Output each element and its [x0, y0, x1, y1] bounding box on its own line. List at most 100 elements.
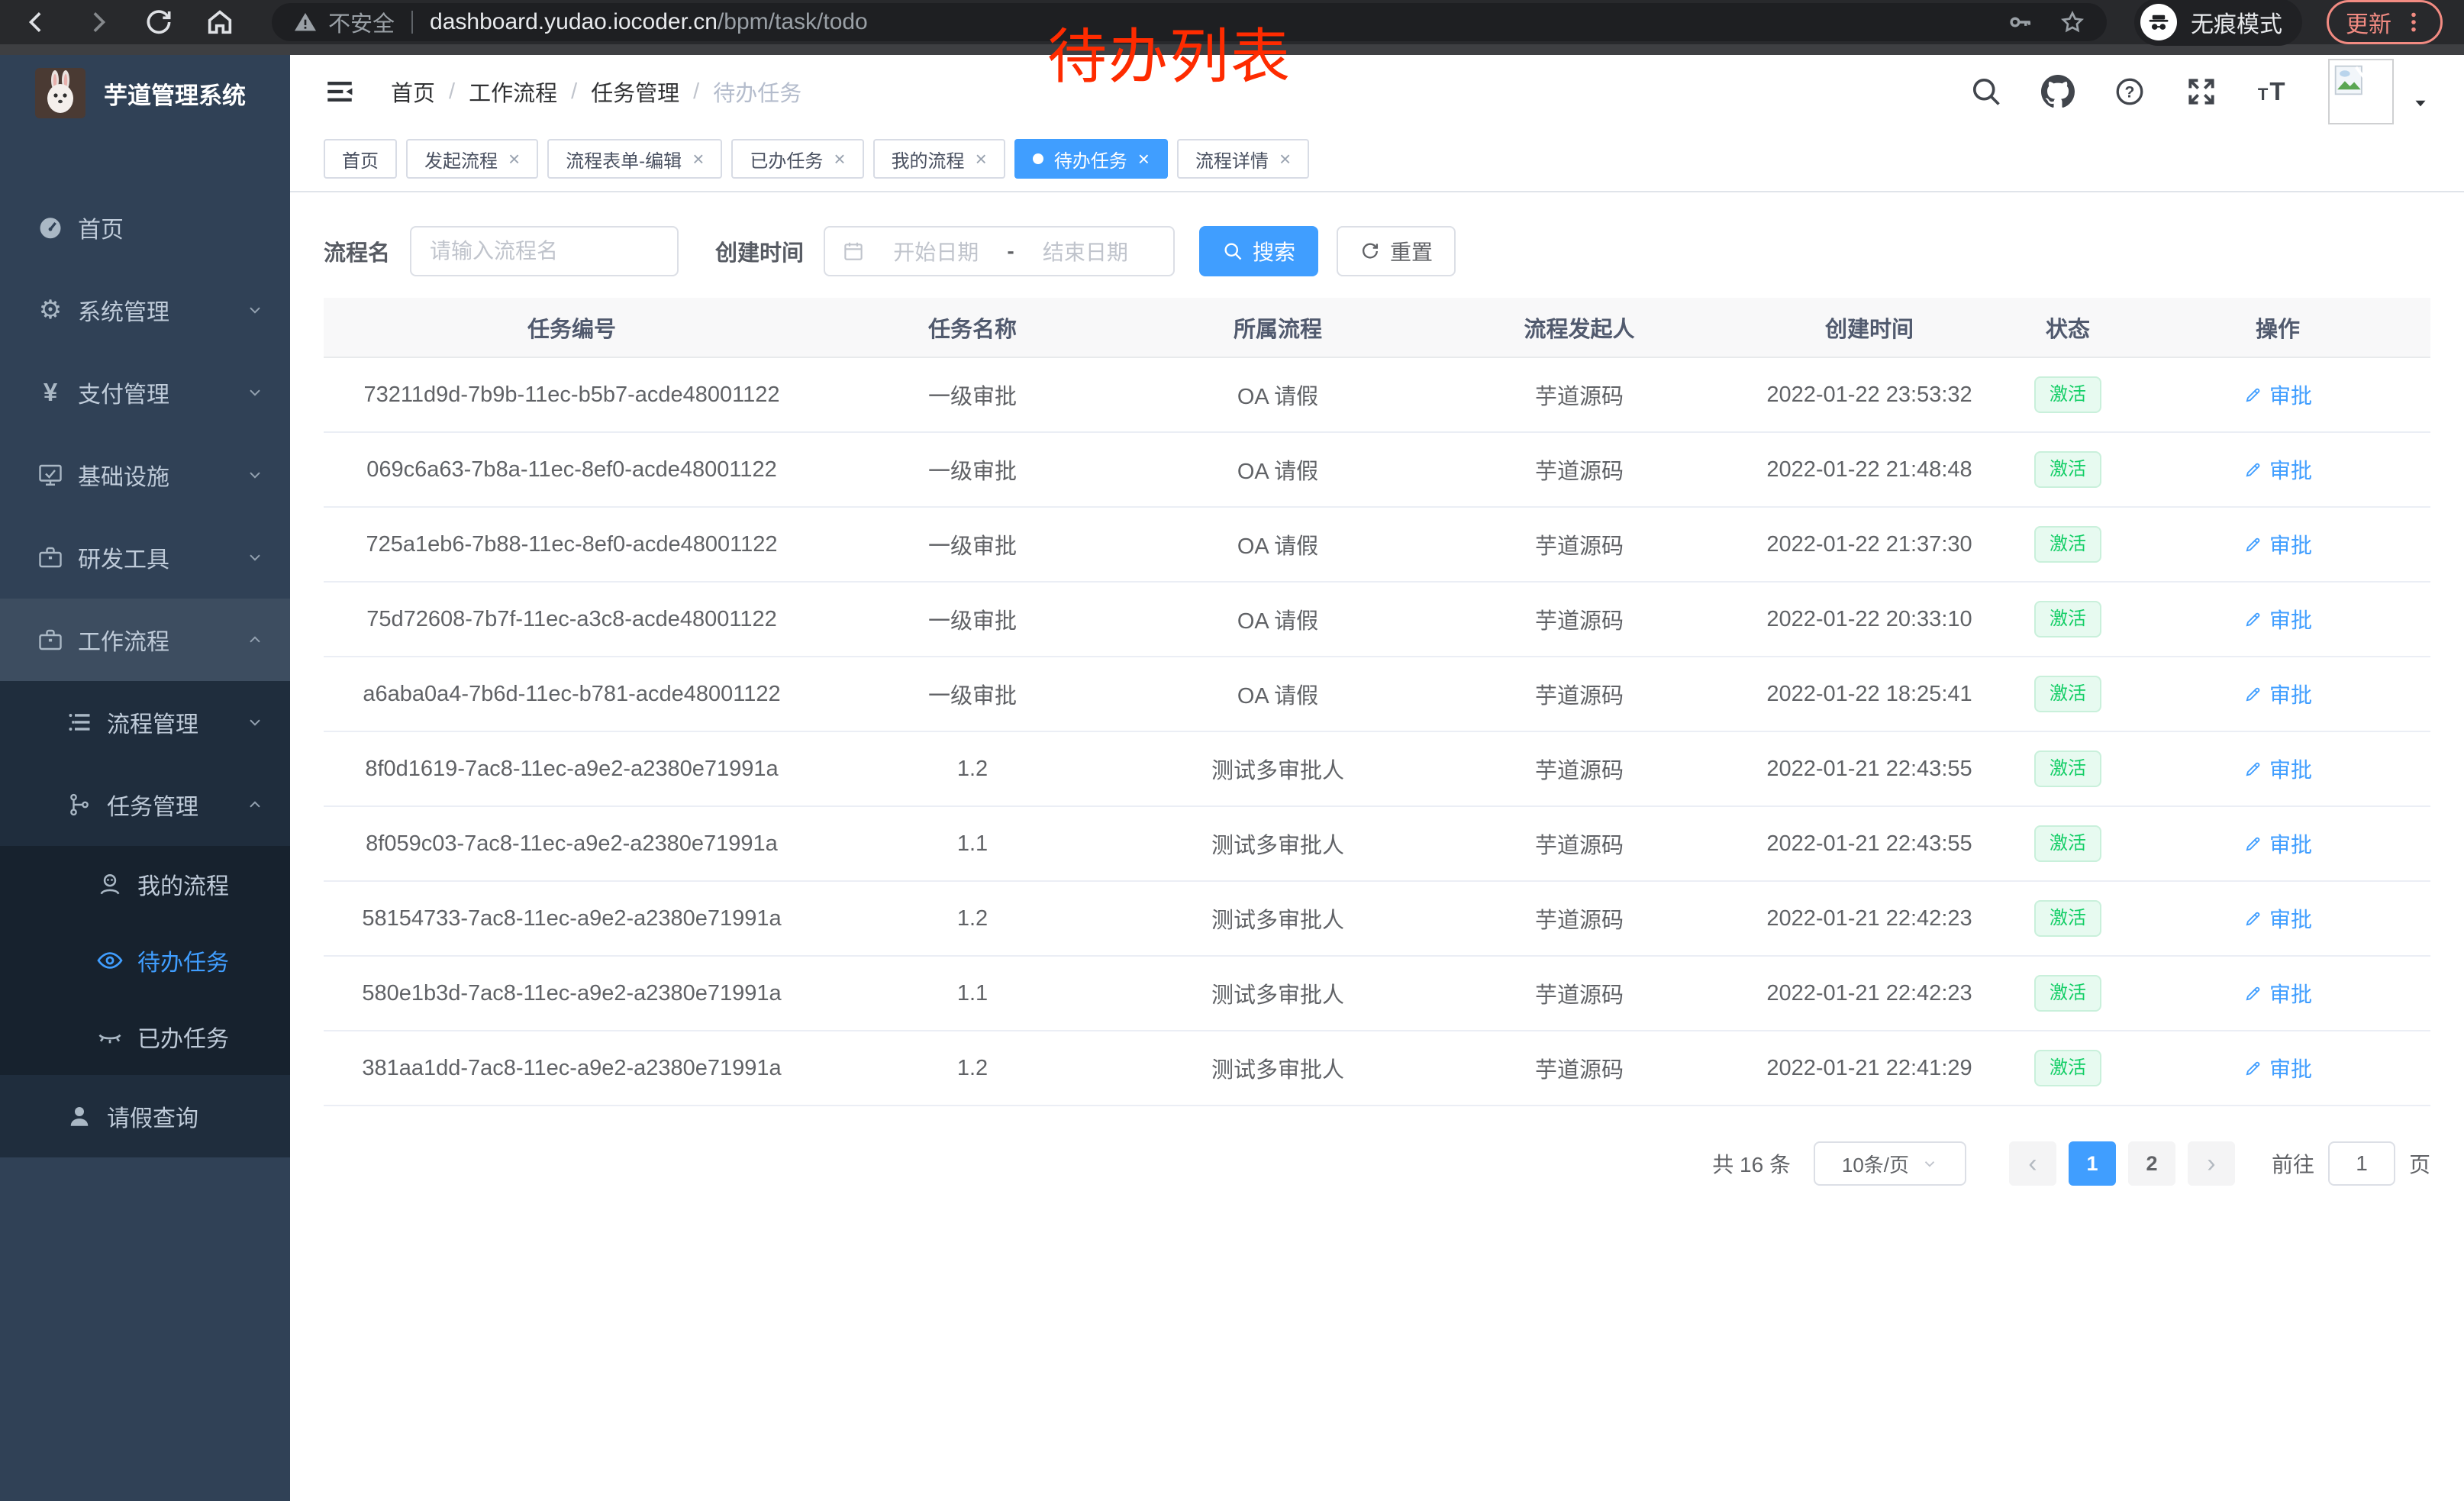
next-page-button[interactable]: ›: [2187, 1141, 2235, 1186]
create-time-label: 创建时间: [715, 241, 805, 266]
goto-page-input[interactable]: [2327, 1141, 2395, 1186]
cell-starter: 芋道源码: [1430, 357, 1728, 433]
close-tab-icon[interactable]: ×: [975, 147, 987, 170]
home-icon[interactable]: [205, 7, 235, 37]
tab-my-process[interactable]: 我的流程 ×: [872, 139, 1005, 179]
status-badge: 激活: [2034, 525, 2101, 563]
approve-link[interactable]: 审批: [2243, 754, 2312, 784]
github-icon[interactable]: [2041, 75, 2075, 108]
cell-starter: 芋道源码: [1430, 657, 1728, 732]
sidebar-item-payment[interactable]: ¥ 支付管理: [0, 351, 290, 434]
caret-down-icon[interactable]: [2411, 93, 2430, 113]
url-divider: [411, 11, 414, 34]
approve-link[interactable]: 审批: [2243, 379, 2312, 410]
sidebar-item-task-mgmt[interactable]: 任务管理: [0, 763, 290, 846]
svg-text:T: T: [2258, 85, 2269, 104]
sidebar-item-process-mgmt[interactable]: 流程管理: [0, 681, 290, 763]
cell-id: 580e1b3d-7ac8-11ec-a9e2-a2380e71991a: [324, 956, 820, 1031]
forward-icon[interactable]: [82, 7, 113, 37]
sidebar-item-dev-tools[interactable]: 研发工具: [0, 516, 290, 599]
tab-home[interactable]: 首页: [324, 139, 397, 179]
cell-process: 测试多审批人: [1125, 806, 1430, 882]
breadcrumb-item[interactable]: 工作流程: [469, 82, 558, 106]
table-row: a6aba0a4-7b6d-11ec-b781-acde48001122 一级审批…: [324, 657, 2430, 732]
approve-link[interactable]: 审批: [2243, 828, 2312, 859]
tab-process-detail[interactable]: 流程详情 ×: [1176, 139, 1310, 179]
chevron-down-icon: [246, 466, 264, 484]
cell-status: 激活: [2011, 657, 2125, 732]
cell-starter: 芋道源码: [1430, 582, 1728, 657]
approve-link[interactable]: 审批: [2243, 1053, 2312, 1083]
app-title: 芋道管理系统: [104, 82, 246, 109]
sidebar-item-leave-query[interactable]: 请假查询: [0, 1075, 290, 1157]
cell-id: 73211d9d-7b9b-11ec-b5b7-acde48001122: [324, 357, 820, 433]
end-date-placeholder[interactable]: 结束日期: [1042, 240, 1128, 264]
tab-form-edit[interactable]: 流程表单-编辑 ×: [547, 139, 723, 179]
breadcrumb-item[interactable]: 首页: [391, 82, 436, 106]
close-tab-icon[interactable]: ×: [1137, 147, 1150, 170]
date-range-picker[interactable]: 开始日期 - 结束日期: [824, 226, 1176, 276]
edit-icon: [2243, 759, 2263, 779]
sidebar-item-workflow[interactable]: 工作流程: [0, 599, 290, 681]
back-icon[interactable]: [21, 7, 52, 37]
close-tab-icon[interactable]: ×: [692, 147, 705, 170]
approve-link[interactable]: 审批: [2243, 454, 2312, 485]
close-tab-icon[interactable]: ×: [508, 147, 521, 170]
edit-icon: [2243, 909, 2263, 928]
cell-process: 测试多审批人: [1125, 731, 1430, 807]
reload-icon[interactable]: [144, 7, 174, 37]
sidebar-item-home[interactable]: 首页: [0, 186, 290, 269]
tab-start-process[interactable]: 发起流程 ×: [406, 139, 539, 179]
bookmark-star-icon[interactable]: [2059, 9, 2085, 35]
fullscreen-icon[interactable]: [2185, 75, 2218, 108]
help-icon[interactable]: ?: [2113, 75, 2146, 108]
reset-button[interactable]: 重置: [1337, 226, 1456, 276]
cell-id: 381aa1dd-7ac8-11ec-a9e2-a2380e71991a: [324, 1031, 820, 1106]
cell-action: 审批: [2125, 956, 2430, 1031]
sidebar-item-infrastructure[interactable]: 基础设施: [0, 434, 290, 516]
browser-chrome: 不安全 dashboard.yudao.iocoder.cn/bpm/task/…: [0, 0, 2464, 55]
tab-todo-tasks[interactable]: 待办任务 ×: [1014, 139, 1168, 179]
close-tab-icon[interactable]: ×: [1279, 147, 1292, 170]
process-name-input[interactable]: [410, 226, 679, 276]
page-size-select[interactable]: 10条/页: [1813, 1141, 1966, 1186]
cell-name: 一级审批: [820, 432, 1125, 508]
sidebar-item-todo-tasks[interactable]: 待办任务: [0, 922, 290, 999]
table-row: 381aa1dd-7ac8-11ec-a9e2-a2380e71991a 1.2 测…: [324, 1031, 2430, 1106]
key-icon[interactable]: [2008, 9, 2033, 35]
monitor-icon: [35, 461, 66, 489]
avatar[interactable]: [2328, 59, 2394, 124]
cell-id: 8f059c03-7ac8-11ec-a9e2-a2380e71991a: [324, 806, 820, 882]
approve-link[interactable]: 审批: [2243, 604, 2312, 634]
sidebar-item-system[interactable]: ⚙ 系统管理: [0, 269, 290, 351]
person-icon: [64, 1102, 95, 1130]
sidebar-item-my-process[interactable]: 我的流程: [0, 846, 290, 922]
url-bar[interactable]: 不安全 dashboard.yudao.iocoder.cn/bpm/task/…: [272, 3, 2107, 41]
menu-dots-icon[interactable]: [2404, 11, 2424, 34]
approve-link[interactable]: 审批: [2243, 679, 2312, 709]
table-row: 8f059c03-7ac8-11ec-a9e2-a2380e71991a 1.1 测…: [324, 806, 2430, 882]
approve-link[interactable]: 审批: [2243, 903, 2312, 934]
tab-done-tasks[interactable]: 已办任务 ×: [731, 139, 864, 179]
search-icon[interactable]: [1969, 75, 2003, 108]
update-button[interactable]: 更新: [2327, 0, 2443, 44]
cell-status: 激活: [2011, 881, 2125, 957]
page-button-1[interactable]: 1: [2068, 1141, 2116, 1186]
approve-link[interactable]: 审批: [2243, 978, 2312, 1009]
close-tab-icon[interactable]: ×: [834, 147, 846, 170]
page-button-2[interactable]: 2: [2127, 1141, 2175, 1186]
cell-process: OA 请假: [1125, 432, 1430, 508]
sidebar-item-done-tasks[interactable]: 已办任务: [0, 999, 290, 1075]
breadcrumb-separator: /: [693, 79, 700, 104]
prev-page-button[interactable]: ‹: [2008, 1141, 2056, 1186]
table-row: 069c6a63-7b8a-11ec-8ef0-acde48001122 一级审批…: [324, 432, 2430, 508]
start-date-placeholder[interactable]: 开始日期: [893, 240, 979, 264]
search-button[interactable]: 搜索: [1199, 226, 1319, 276]
cell-status: 激活: [2011, 507, 2125, 583]
approve-link[interactable]: 审批: [2243, 529, 2312, 560]
edit-icon: [2243, 1058, 2263, 1078]
breadcrumb-item[interactable]: 任务管理: [591, 82, 680, 106]
collapse-sidebar-icon[interactable]: [324, 76, 356, 108]
